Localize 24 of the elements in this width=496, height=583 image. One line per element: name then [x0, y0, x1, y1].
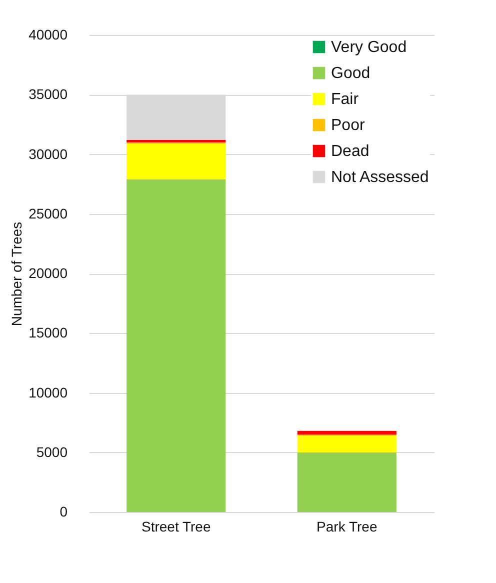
legend-label: Not Assessed — [331, 169, 429, 186]
bar — [126, 179, 226, 512]
x-tick-label: Park Tree — [316, 518, 378, 534]
legend-label: Dead — [331, 143, 370, 160]
bar — [297, 452, 396, 512]
x-tick-label: Street Tree — [141, 518, 211, 534]
y-tick-label: 5000 — [36, 444, 68, 460]
bar — [297, 436, 396, 452]
y-tick-label: 35000 — [28, 86, 68, 102]
legend-label: Very Good — [331, 39, 407, 56]
legend-label: Poor — [331, 117, 366, 134]
y-tick-label: 40000 — [28, 26, 68, 42]
bar — [297, 430, 396, 434]
y-tick-label: 15000 — [28, 324, 68, 341]
legend-label: Good — [331, 65, 370, 82]
bar — [126, 144, 226, 180]
y-axis-title: Number of Trees — [8, 222, 25, 326]
bar — [126, 140, 226, 142]
y-tick-label: 20000 — [28, 265, 68, 281]
y-tick-label: 0 — [60, 504, 68, 520]
y-tick-label: 10000 — [28, 384, 68, 400]
y-tick-label: 25000 — [28, 205, 68, 222]
legend-label: Fair — [331, 91, 360, 108]
y-tick-label: 30000 — [28, 146, 68, 162]
